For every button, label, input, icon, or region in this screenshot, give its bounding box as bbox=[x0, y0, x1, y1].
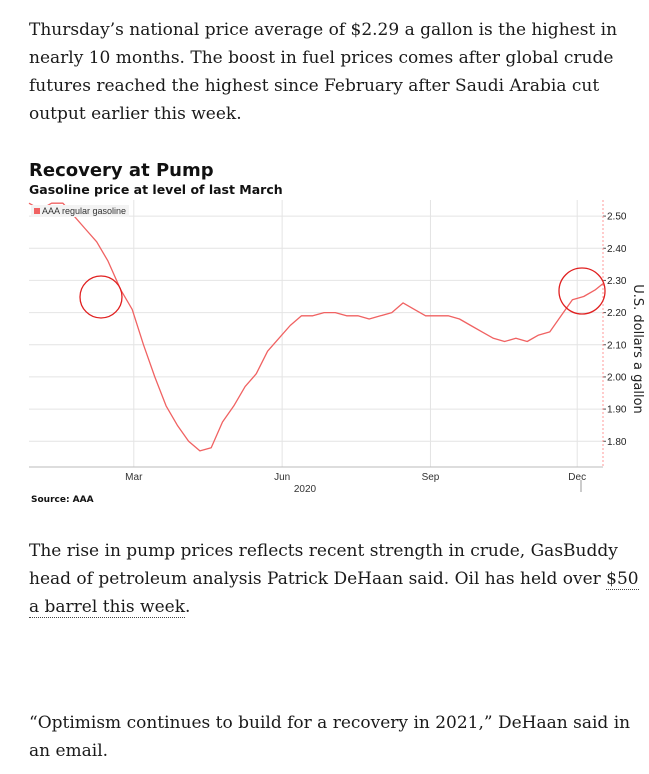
march-level-highlight-circle bbox=[79, 275, 123, 319]
article-paragraph-3: “Optimism continues to build for a recov… bbox=[29, 713, 631, 761]
x-year-label: 2020 bbox=[294, 484, 317, 495]
chart-legend: AAA regular gasoline bbox=[31, 205, 130, 217]
paragraph-2-end: . bbox=[185, 597, 191, 617]
article-paragraph-1: Thursday’s national price average of $2.… bbox=[29, 20, 618, 124]
y-tick-label: 2.30 bbox=[607, 276, 627, 287]
chart-source: Source: AAA bbox=[31, 495, 94, 505]
y-tick-label: 2.10 bbox=[607, 340, 627, 351]
current-level-highlight-circle bbox=[558, 267, 606, 315]
paragraph-2-text: The rise in pump prices reflects recent … bbox=[29, 541, 618, 589]
y-tick-label: 2.00 bbox=[607, 372, 627, 383]
article-paragraph-2: The rise in pump prices reflects recent … bbox=[29, 537, 647, 621]
x-tick-label: Jun bbox=[274, 472, 290, 483]
y-tick-label: 2.40 bbox=[607, 244, 627, 255]
legend-swatch bbox=[34, 208, 40, 214]
x-tick-label: Sep bbox=[422, 472, 440, 483]
x-tick-label: Mar bbox=[125, 472, 143, 483]
y-axis-label: U.S. dollars a gallon bbox=[630, 284, 645, 414]
y-tick-label: 2.20 bbox=[607, 308, 627, 319]
oil-price-link[interactable]: $50 a barrel this week bbox=[29, 569, 639, 618]
chart-title: Recovery at Pump bbox=[29, 160, 214, 181]
line-chart: 1.80 1.90 2.00 2.10 2.20 2.30 2.40 2.50 Mar Jun Se… bbox=[28, 200, 627, 495]
chart-subtitle: Gasoline price at level of last March bbox=[29, 182, 283, 197]
legend-label: AAA regular gasoline bbox=[42, 206, 127, 216]
series-line-aaa-regular-gasoline bbox=[28, 202, 604, 452]
y-tick-label: 2.50 bbox=[607, 212, 627, 223]
y-tick-label: 1.90 bbox=[607, 405, 627, 416]
y-tick-label: 1.80 bbox=[607, 437, 627, 448]
x-tick-label: Dec bbox=[568, 472, 586, 483]
